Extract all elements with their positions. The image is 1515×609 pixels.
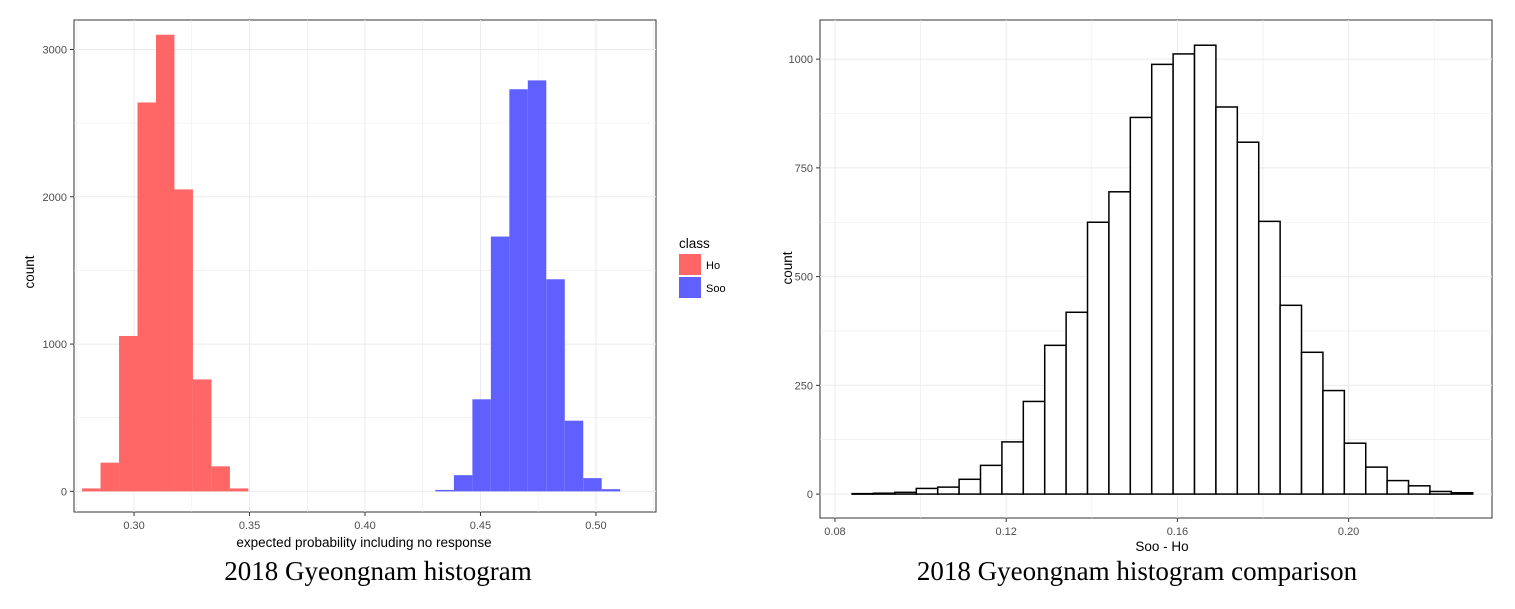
right-y-tick-label: 1000: [789, 54, 813, 66]
left-bar-soo: [583, 478, 602, 492]
right-bar: [1022, 400, 1046, 495]
right-bar: [1108, 191, 1132, 495]
right-chart-title: 2018 Gyeongnam histogram comparison: [916, 556, 1358, 586]
left-bars: [82, 34, 621, 492]
right-x-axis-label: Soo - Ho: [1135, 539, 1188, 554]
right-bar: [1300, 351, 1324, 495]
left-x-axis-label: expected probability including no respon…: [236, 535, 491, 550]
left-bar-soo: [546, 279, 565, 492]
right-y-axis-label: count: [780, 251, 795, 284]
left-y-tick-label: 0: [61, 486, 67, 498]
left-x-tick-label: 0.45: [470, 520, 491, 532]
left-bar-ho: [100, 462, 120, 492]
left-y-axis-label: count: [22, 255, 37, 288]
right-bar: [915, 487, 939, 495]
left-y-tick-label: 1000: [43, 339, 67, 351]
right-bar: [1343, 442, 1367, 495]
left-bar-soo: [601, 489, 621, 492]
right-bars: [851, 44, 1474, 495]
left-bar-ho: [211, 466, 230, 492]
left-chart-title: 2018 Gyeongnam histogram: [224, 556, 532, 586]
right-y-tick-label: 750: [795, 163, 813, 175]
right-bar: [1386, 479, 1410, 495]
right-bar: [1322, 389, 1346, 495]
left-bar-soo: [490, 236, 510, 492]
legend-key-soo: [679, 277, 701, 298]
legend-label-soo: Soo: [706, 283, 726, 295]
left-bar-soo: [472, 399, 491, 492]
right-y-tick-label: 500: [795, 272, 813, 284]
right-bar: [1043, 344, 1067, 495]
right-bar: [1129, 116, 1153, 495]
right-bar: [1065, 311, 1089, 495]
left-histogram-chart: 0.30 0.35 0.40 0.45 0.50 0 1000 2000 3000 expec…: [22, 19, 726, 550]
right-bar: [1407, 485, 1431, 495]
left-bar-soo: [509, 89, 528, 492]
left-x-ticks: 0.30 0.35 0.40 0.45 0.50: [123, 512, 607, 532]
left-x-tick-label: 0.35: [239, 520, 260, 532]
right-bar: [1236, 141, 1260, 495]
left-y-tick-label: 2000: [43, 192, 67, 204]
left-bar-ho: [82, 488, 101, 492]
left-bar-ho: [174, 189, 193, 492]
left-y-tick-label: 3000: [43, 44, 67, 56]
right-bar: [872, 492, 896, 495]
left-bar-soo: [453, 475, 473, 492]
legend-label-ho: Ho: [706, 260, 720, 272]
right-bar: [958, 478, 982, 495]
left-bar-ho: [155, 34, 175, 492]
left-bar-ho: [119, 335, 138, 492]
right-bar: [979, 464, 1003, 495]
legend: class Ho Soo: [679, 236, 726, 298]
legend-title: class: [679, 236, 710, 251]
right-bar: [1193, 44, 1217, 495]
left-x-tick-label: 0.30: [123, 520, 144, 532]
right-y-ticks: 0 250 500 750 1000: [789, 54, 820, 501]
right-bar: [1150, 63, 1174, 495]
right-bar: [1086, 221, 1110, 495]
right-bar: [1429, 490, 1453, 495]
legend-key-ho: [679, 254, 701, 275]
left-bar-ho: [229, 488, 249, 492]
right-x-ticks: 0.08 0.12 0.16 0.20: [824, 518, 1359, 538]
left-bar-ho: [137, 102, 156, 492]
left-x-tick-label: 0.50: [585, 520, 606, 532]
left-bar-soo: [527, 80, 547, 492]
right-histogram-chart: 0.08 0.12 0.16 0.20 0 250 500 750 1000 Soo - Ho…: [780, 19, 1493, 554]
right-bar: [936, 486, 960, 495]
right-x-tick-label: 0.12: [995, 526, 1016, 538]
right-bar: [1364, 466, 1388, 495]
left-bar-soo: [435, 489, 454, 492]
right-bar: [1279, 304, 1303, 495]
right-bar: [894, 491, 918, 495]
right-bar: [1001, 441, 1025, 495]
right-bar: [1257, 220, 1281, 495]
left-bar-soo: [564, 420, 584, 492]
right-x-tick-label: 0.16: [1167, 526, 1188, 538]
left-x-tick-label: 0.40: [354, 520, 375, 532]
right-bar: [1172, 53, 1196, 495]
right-bar: [1215, 106, 1239, 495]
right-bar: [851, 492, 875, 495]
right-x-tick-label: 0.20: [1338, 526, 1359, 538]
left-y-ticks: 0 1000 2000 3000: [43, 44, 74, 498]
right-y-tick-label: 250: [795, 380, 813, 392]
right-bar: [1450, 492, 1474, 495]
left-bar-ho: [192, 379, 212, 492]
right-y-tick-label: 0: [807, 489, 813, 501]
right-x-tick-label: 0.08: [824, 526, 845, 538]
